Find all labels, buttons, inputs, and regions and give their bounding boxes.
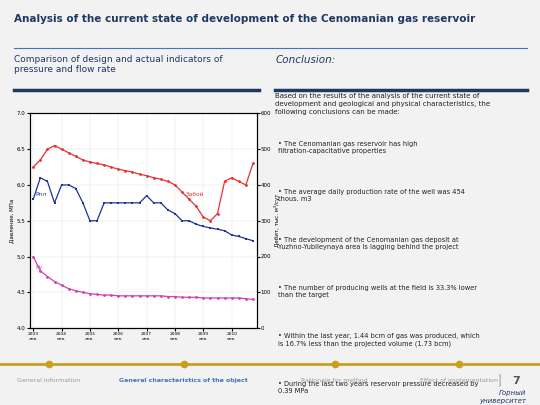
Text: Conclusion:: Conclusion: [275,55,336,65]
Text: Рпл: Рпл [36,192,46,197]
Text: Based on the results of the analysis of the current state of
development and geo: Based on the results of the analysis of … [275,94,490,115]
Text: Effect of implementation: Effect of implementation [420,377,498,383]
Text: Rationale for method: Rationale for method [301,377,368,383]
Text: • The Cenomanian gas reservoir has high
filtration-capacitative properties: • The Cenomanian gas reservoir has high … [278,141,417,154]
Text: Ру: Ру [36,264,43,270]
Text: • During the last two years reservoir pressure decreased by
0.39 MPa: • During the last two years reservoir pr… [278,381,478,394]
Text: |: | [497,373,502,386]
Y-axis label: Дебит, тыс. м³/сут: Дебит, тыс. м³/сут [274,194,280,247]
Text: Горный
университет: Горный университет [480,390,526,404]
Text: • The development of the Cenomanian gas deposit at
Yuzhno-Yubileynaya area is la: • The development of the Cenomanian gas … [278,237,458,250]
Text: • Within the last year, 1.44 bcm of gas was produced, which
is 16.7% less than t: • Within the last year, 1.44 bcm of gas … [278,333,480,347]
Text: • The average daily production rate of the well was 454
thous. m3: • The average daily production rate of t… [278,189,465,202]
Y-axis label: Давление, МПа: Давление, МПа [9,198,14,243]
Text: • The number of producing wells at the field is 33.3% lower
than the target: • The number of producing wells at the f… [278,285,477,298]
Text: Analysis of the current state of development of the Cenomanian gas reservoir: Analysis of the current state of develop… [14,14,475,24]
Text: General characteristics of the object: General characteristics of the object [119,377,248,383]
Text: General information: General information [17,377,80,383]
Text: Забой: Забой [186,192,204,197]
Text: 7: 7 [512,376,519,386]
Text: Comparison of design and actual indicators of
pressure and flow rate: Comparison of design and actual indicato… [14,55,222,74]
